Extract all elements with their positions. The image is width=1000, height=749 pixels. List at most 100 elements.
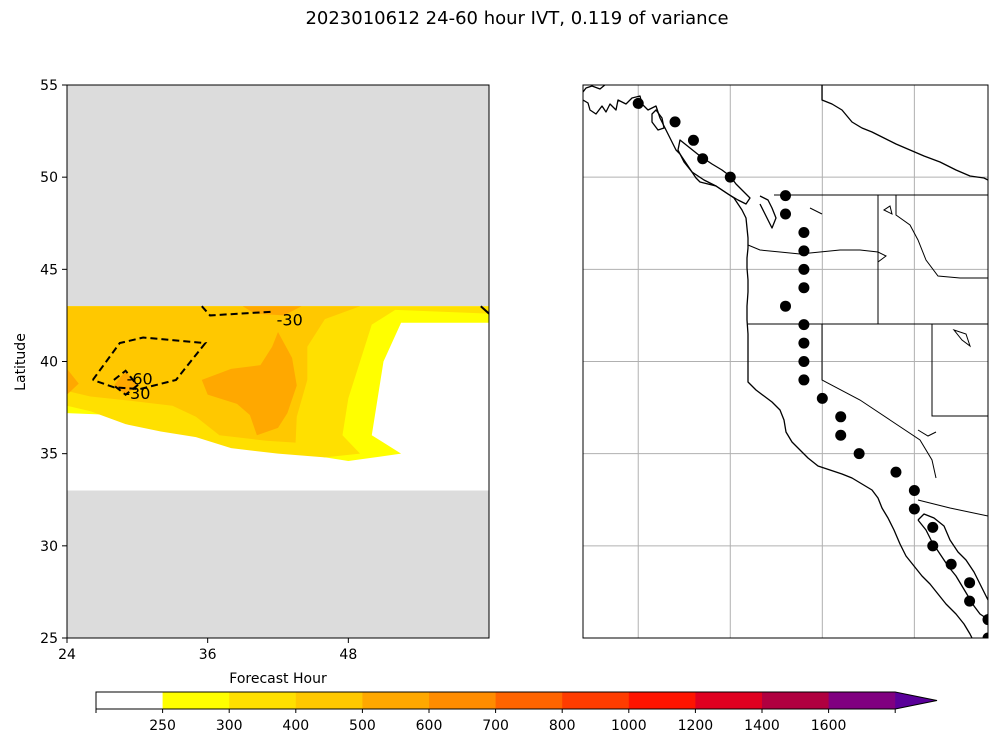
station-marker-28	[982, 614, 988, 626]
y-axis-ticks: 25 30 35 40 45 50 55	[40, 78, 67, 647]
station-marker-12	[798, 319, 810, 331]
contour-label-1: -60	[127, 369, 153, 388]
station-marker-23	[927, 521, 939, 533]
contour-line-0	[201, 305, 273, 317]
salton-sea	[917, 429, 937, 437]
contour-labels: -30-60-30	[124, 310, 303, 403]
y-tick-label-1: 30	[40, 539, 58, 555]
map-geography	[583, 85, 988, 638]
colorbar-ticks: 250 300 400 500 600 700 800 1000 1200 1400 1600	[95, 709, 896, 734]
station-marker-21	[908, 485, 920, 497]
contour-line-1	[113, 369, 139, 396]
x-tick-label-1: 36	[199, 647, 217, 663]
y-tick-label-4: 45	[40, 262, 58, 278]
colorbar-tick-label-5: 700	[482, 718, 509, 734]
station-marker-17	[835, 411, 847, 423]
lake-small-2	[883, 205, 893, 215]
filled-region-500-3	[201, 332, 297, 436]
colorbar-cell-3	[295, 692, 363, 709]
y-tick-label-0: 25	[40, 631, 58, 647]
contour-label-2: -30	[124, 384, 150, 403]
lake-small-1	[809, 207, 823, 215]
colorbar-extend-arrow	[895, 692, 937, 709]
station-marker-24	[927, 540, 939, 552]
station-marker-10	[798, 282, 810, 294]
colorbar-tick-label-9: 1400	[744, 718, 780, 734]
contour-line-3	[480, 305, 489, 315]
station-marker-14	[798, 356, 810, 367]
colorbar-cell-4	[362, 692, 430, 709]
colorbar-tick-label-0: 250	[149, 718, 176, 734]
central-canada-coast	[821, 85, 988, 181]
contour-lines	[91, 305, 489, 396]
station-marker-6	[780, 208, 791, 220]
x-tick-label-0: 24	[58, 647, 76, 663]
y-tick-label-2: 35	[40, 447, 58, 463]
station-marker-18	[835, 429, 847, 441]
colorbar-tick-label-8: 1200	[678, 718, 714, 734]
station-marker-4	[724, 171, 736, 183]
station-marker-15	[798, 374, 810, 386]
colorbar-tick-label-2: 400	[282, 718, 309, 734]
station-marker-13	[798, 337, 810, 349]
x-axis-label: Forecast Hour	[229, 671, 327, 687]
colorbar-cell-7	[562, 692, 630, 709]
colorbar-cell-10	[762, 692, 830, 709]
y-tick-label-5: 50	[40, 170, 58, 186]
map-frame	[582, 84, 989, 639]
station-marker-29	[982, 632, 988, 638]
colorbar-outline	[95, 691, 938, 710]
colorbar-cells	[96, 692, 937, 709]
colorbar-cell-11	[828, 692, 896, 709]
x-axis-ticks: 24 36 48	[58, 638, 357, 663]
haida-gwaii	[651, 109, 665, 131]
colorbar-cell-9	[695, 692, 763, 709]
vancouver-island	[677, 139, 751, 205]
station-marker-22	[908, 503, 920, 515]
station-marker-19	[853, 448, 865, 460]
station-marker-20	[890, 466, 902, 478]
map-panel	[582, 84, 989, 639]
station-marker-25	[945, 558, 957, 570]
station-marker-5	[780, 190, 791, 202]
x-tick-label-2: 48	[339, 647, 357, 663]
station-marker-7	[798, 226, 810, 238]
nevada-utah-border	[931, 324, 988, 417]
figure-title: 2023010612 24-60 hour IVT, 0.119 of vari…	[305, 8, 729, 29]
station-marker-8	[798, 245, 810, 257]
colorbar-tick-label-1: 300	[216, 718, 243, 734]
colorbar-cell-5	[429, 692, 497, 709]
station-marker-9	[798, 263, 810, 275]
coastline	[583, 85, 973, 638]
station-marker-3	[697, 153, 709, 165]
contour-line-2	[91, 336, 208, 391]
station-marker-11	[780, 300, 791, 312]
station-marker-16	[816, 392, 828, 404]
baja-peninsula	[917, 513, 988, 619]
station-marker-2	[687, 134, 699, 146]
colorbar-cell-0	[96, 692, 164, 709]
station-marker-27	[964, 595, 976, 607]
colorbar-tick-label-10: 1600	[811, 718, 847, 734]
y-tick-label-6: 55	[40, 78, 58, 94]
y-axis-label: Latitude	[13, 333, 29, 391]
colorbar-cell-1	[162, 692, 230, 709]
puget-sound	[759, 195, 777, 229]
contour-label-0: -30	[277, 310, 303, 329]
colorbar-cell-2	[229, 692, 297, 709]
great-salt-lake	[952, 328, 971, 348]
filled-contours	[67, 306, 489, 462]
station-markers	[632, 97, 988, 638]
colorbar-tick-label-3: 500	[349, 718, 376, 734]
colorbar-tick-label-4: 600	[416, 718, 443, 734]
station-marker-1	[669, 116, 681, 128]
y-tick-label-3: 40	[40, 355, 58, 371]
us-mexico-border	[917, 499, 988, 517]
washington-oregon-border	[747, 244, 887, 324]
california-nevada-border	[821, 324, 937, 479]
colorbar-tick-label-7: 1000	[611, 718, 647, 734]
station-marker-26	[964, 577, 976, 589]
colorbar-tick-label-6: 800	[549, 718, 576, 734]
colorbar-cell-6	[495, 692, 563, 709]
